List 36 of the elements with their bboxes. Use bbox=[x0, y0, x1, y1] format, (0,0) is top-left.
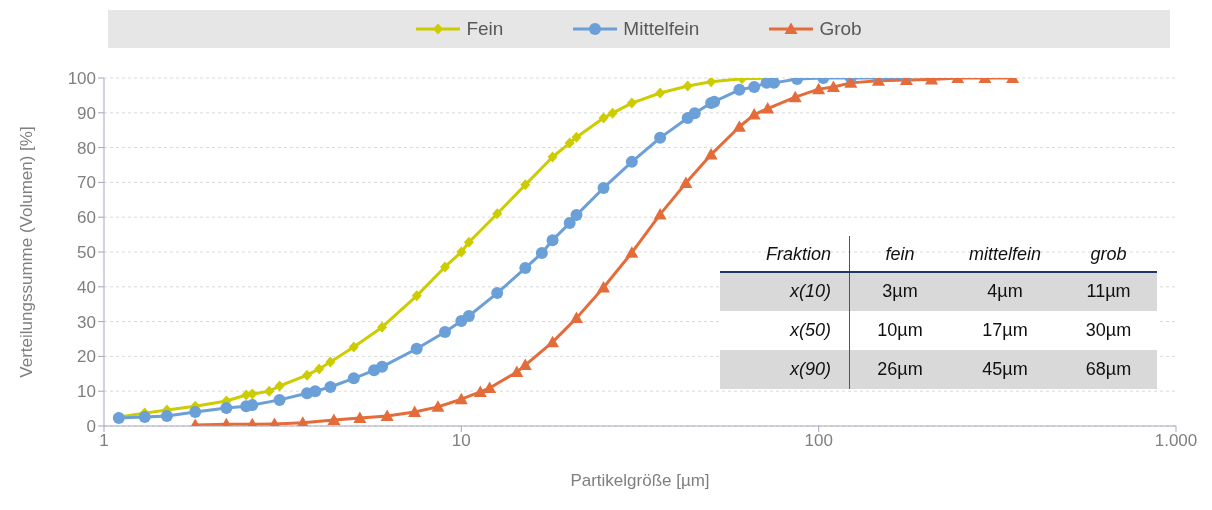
y-tick-label: 80 bbox=[77, 138, 96, 158]
x-axis-title: Partikelgröße [µm] bbox=[570, 471, 710, 490]
annotation: 68µm bbox=[1084, 358, 1133, 381]
y-tick-label: 30 bbox=[77, 312, 96, 332]
x-tick-label: 100 bbox=[804, 431, 833, 451]
x-tick-label: 1 bbox=[99, 431, 109, 451]
annotation: mittelfein bbox=[968, 242, 1042, 266]
y-tick-label: 100 bbox=[67, 69, 96, 89]
legend-label: Mittelfein bbox=[623, 18, 700, 40]
annotation: 45µm bbox=[981, 358, 1029, 381]
y-axis-title: Verteilungssumme (Volumen) [%] bbox=[17, 126, 37, 378]
annotation: grob bbox=[1089, 242, 1128, 266]
annotation: x(90) bbox=[720, 350, 850, 389]
annotation: 3µm bbox=[881, 280, 919, 303]
annotation: x(10) bbox=[720, 272, 850, 311]
x-tick-label: 10 bbox=[451, 431, 471, 451]
y-tick-label: 60 bbox=[77, 208, 96, 228]
legend-label: Grob bbox=[819, 18, 862, 40]
annotation: Fraktion bbox=[720, 236, 850, 272]
y-tick-label: 70 bbox=[77, 173, 96, 193]
y-tick-label: 0 bbox=[86, 417, 96, 437]
y-tick-label: 90 bbox=[77, 103, 96, 123]
x-tick-label: 1.000 bbox=[1154, 431, 1198, 451]
annotation: 26µm bbox=[876, 358, 924, 381]
annotation: fein bbox=[884, 242, 916, 266]
legend-label: Fein bbox=[466, 18, 504, 40]
annotation: 10µm bbox=[876, 319, 924, 342]
annotation: 4µm bbox=[986, 280, 1024, 303]
y-tick-label: 10 bbox=[77, 382, 96, 402]
y-tick-label: 50 bbox=[77, 243, 96, 263]
annotation: x(50) bbox=[720, 311, 850, 350]
annotation: 30µm bbox=[1084, 319, 1133, 342]
annotation: 11µm bbox=[1085, 280, 1132, 303]
y-tick-label: 40 bbox=[77, 277, 96, 297]
y-tick-label: 20 bbox=[77, 347, 96, 367]
annotation: 17µm bbox=[981, 319, 1029, 342]
